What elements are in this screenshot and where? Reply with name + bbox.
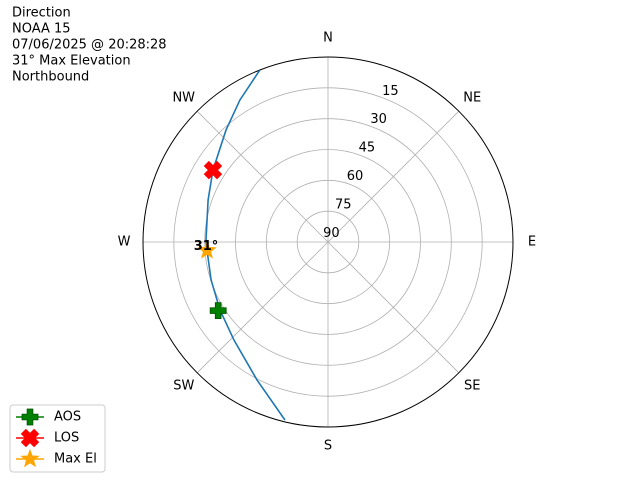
- r-tick-label: 60: [347, 169, 364, 184]
- track-line: [205, 69, 286, 421]
- theta-tick-label: E: [528, 235, 536, 250]
- polar-frame: [142, 56, 514, 428]
- theta-tick-label: W: [118, 235, 131, 250]
- r-tick-label: 30: [370, 112, 387, 127]
- theta-tick-label: SW: [173, 379, 194, 394]
- info-line: Northbound: [12, 70, 89, 85]
- marker-plus: [209, 302, 227, 320]
- theta-tick-label: NE: [463, 90, 481, 105]
- grid-spoke: [196, 241, 329, 374]
- legend-label: AOS: [54, 410, 81, 425]
- info-line: NOAA 15: [12, 22, 71, 37]
- grid-spoke: [327, 241, 460, 374]
- r-tick-label: 45: [359, 141, 376, 156]
- legend-box: [9, 404, 106, 473]
- legend-marker: [20, 428, 40, 448]
- marker-label: 31°: [194, 239, 219, 254]
- info-line: 07/06/2025 @ 20:28:28: [12, 38, 167, 53]
- legend-label: Max El: [54, 452, 97, 467]
- legend-marker: [21, 408, 39, 426]
- marker-x: [203, 160, 223, 180]
- theta-tick-label: N: [323, 31, 333, 46]
- grid-spoke: [327, 110, 460, 243]
- marker-star: [197, 240, 217, 259]
- legend-label: LOS: [54, 431, 79, 446]
- r-tick-label: 15: [382, 84, 399, 99]
- info-line: 31° Max Elevation: [12, 54, 131, 69]
- theta-tick-label: NW: [172, 90, 195, 105]
- grid-spoke: [196, 110, 329, 243]
- r-tick-label: 90: [323, 226, 340, 241]
- r-tick-label: 75: [335, 198, 352, 213]
- theta-tick-label: S: [324, 439, 332, 454]
- theta-tick-label: SE: [464, 379, 480, 394]
- legend-marker: [20, 448, 40, 468]
- info-line: Direction: [12, 6, 71, 21]
